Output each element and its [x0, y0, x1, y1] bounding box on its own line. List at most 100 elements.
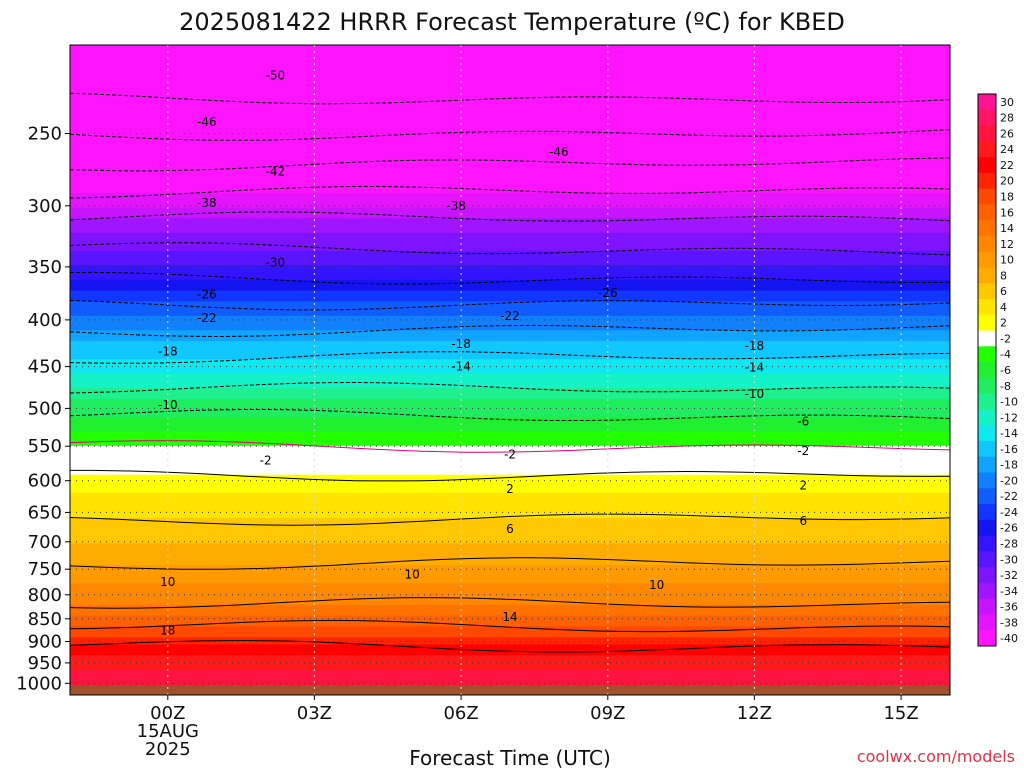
contour-label: 18 — [160, 623, 175, 637]
temperature-band — [70, 344, 950, 349]
isotherm-line — [70, 271, 950, 285]
temperature-band — [70, 240, 950, 245]
temperature-band — [70, 70, 950, 75]
colorbar-swatch — [978, 440, 996, 458]
temperature-band — [70, 207, 950, 212]
temperature-band — [70, 362, 950, 367]
temperature-band — [70, 171, 950, 176]
y-tick-label: 300 — [28, 196, 62, 217]
isotherm-line — [70, 639, 950, 653]
colorbar-label: 18 — [1000, 191, 1014, 204]
colorbar-swatch — [978, 598, 996, 615]
temperature-band — [70, 84, 950, 89]
colorbar-swatch — [978, 425, 996, 442]
colorbar-label: 20 — [1000, 175, 1014, 188]
temperature-band — [70, 416, 950, 422]
colorbar-swatch — [978, 172, 996, 190]
temperature-band — [70, 203, 950, 209]
colorbar-swatch — [978, 377, 996, 395]
temperature-band — [70, 619, 950, 624]
temperature-band — [70, 496, 950, 501]
temperature-band — [70, 572, 950, 577]
temperature-band — [70, 110, 950, 115]
colorbar-label: 8 — [1000, 269, 1007, 282]
temperature-band — [70, 648, 950, 653]
temperature-band — [70, 373, 950, 378]
contour-label: 2 — [506, 482, 514, 496]
colorbar-label: -24 — [1000, 506, 1018, 519]
temperature-band — [70, 384, 950, 389]
contour-label: -46 — [549, 145, 569, 159]
temperature-band — [70, 557, 950, 562]
temperature-band — [70, 561, 950, 566]
y-tick-label: 250 — [28, 124, 62, 145]
temperature-band — [70, 644, 950, 649]
temperature-band — [70, 640, 950, 646]
contour-label: -42 — [265, 164, 285, 178]
temperature-band — [70, 445, 950, 451]
x-tick-label: 00Z — [150, 703, 185, 724]
contour-label: -50 — [265, 69, 285, 83]
temperature-band — [70, 308, 950, 313]
temperature-band — [70, 135, 950, 140]
colorbar-swatch — [978, 488, 996, 505]
contour-label: -22 — [500, 309, 520, 323]
temperature-band — [70, 604, 950, 609]
contour-label: -10 — [745, 387, 765, 401]
temperature-band — [70, 305, 950, 310]
temperature-band — [70, 95, 950, 100]
temperature-band — [70, 366, 950, 371]
isotherm-line — [70, 186, 950, 199]
temperature-band — [70, 655, 950, 660]
colorbar-swatch — [978, 204, 996, 221]
temperature-band — [70, 175, 950, 180]
ground-band — [70, 685, 950, 695]
temperature-band — [70, 294, 950, 299]
temperature-band — [70, 128, 950, 133]
colorbar-label: 10 — [1000, 254, 1014, 267]
isotherm-line — [70, 351, 950, 364]
temperature-band — [70, 348, 950, 353]
temperature-band — [70, 398, 950, 404]
colorbar-label: -4 — [1000, 348, 1011, 361]
colorbar-swatch — [978, 299, 996, 316]
colorbar-label: 28 — [1000, 112, 1014, 125]
colorbar-label: 14 — [1000, 222, 1014, 235]
temperature-band — [70, 539, 950, 544]
temperature-band — [70, 142, 950, 147]
temperature-band — [70, 113, 950, 118]
plot-area — [70, 45, 950, 695]
temperature-band — [70, 590, 950, 595]
contour-label: -2 — [260, 453, 272, 467]
temperature-band — [70, 59, 950, 64]
y-tick-label: 350 — [28, 257, 62, 278]
temperature-band — [70, 326, 950, 331]
temperature-band — [70, 297, 950, 302]
colorbar-label: -8 — [1000, 380, 1011, 393]
temperature-band — [70, 550, 950, 555]
colorbar-label: -28 — [1000, 538, 1018, 551]
temperature-band — [70, 229, 950, 234]
temperature-band — [70, 658, 950, 664]
colorbar-label: 6 — [1000, 285, 1007, 298]
colorbar-label: -22 — [1000, 490, 1018, 503]
x-tick-label: 09Z — [590, 703, 625, 724]
temperature-band — [70, 676, 950, 682]
isotherm-line — [70, 299, 950, 311]
contour-label: -46 — [197, 115, 217, 129]
colorbar-label: -34 — [1000, 585, 1018, 598]
temperature-band — [70, 532, 950, 537]
temperature-band — [70, 391, 950, 396]
temperature-band — [70, 185, 950, 191]
colorbar-swatch — [978, 393, 996, 410]
temperature-band — [70, 214, 950, 219]
temperature-band — [70, 48, 950, 53]
colorbar-label: 26 — [1000, 127, 1014, 140]
temperature-band — [70, 622, 950, 627]
contour-label: -30 — [265, 255, 285, 269]
colorbar-swatch — [978, 267, 996, 284]
temperature-band — [70, 167, 950, 172]
temperature-band — [70, 200, 950, 205]
temperature-band — [70, 456, 950, 461]
temperature-band — [70, 247, 950, 252]
